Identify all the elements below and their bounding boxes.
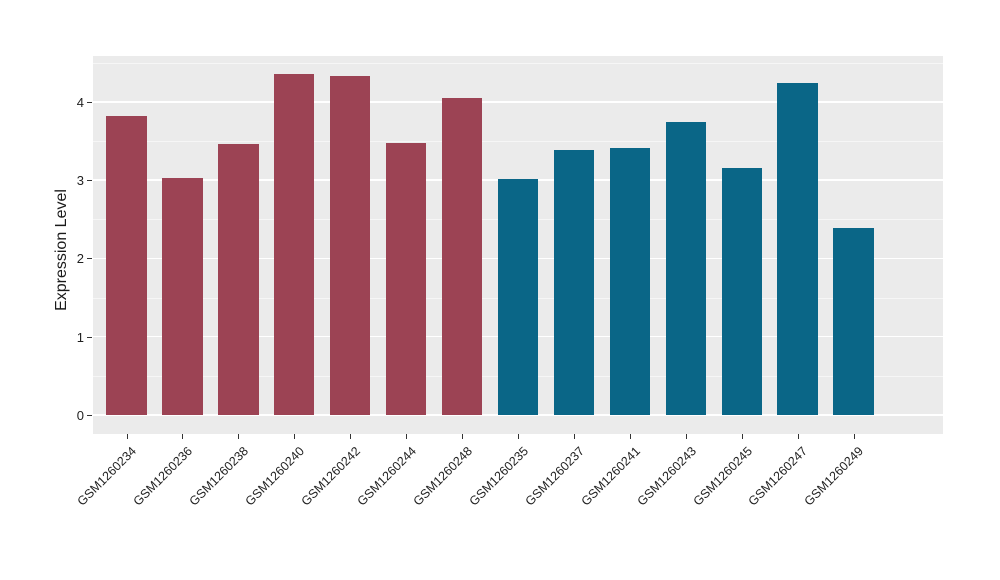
bar xyxy=(777,83,818,415)
y-axis-tick-mark xyxy=(87,101,92,103)
x-axis-tick-mark xyxy=(685,434,687,439)
x-axis-tick-mark xyxy=(182,434,184,439)
x-axis-tick-mark xyxy=(350,434,352,439)
x-axis-tick-label: GSM1260242 xyxy=(298,444,364,509)
x-axis-tick-mark xyxy=(126,434,128,439)
bar xyxy=(330,75,371,415)
bar xyxy=(721,167,762,415)
x-axis-tick-mark xyxy=(853,434,855,439)
x-axis-tick-label: GSM1260235 xyxy=(466,444,531,509)
bar xyxy=(218,144,259,415)
bar xyxy=(665,122,706,415)
x-axis-tick-mark xyxy=(797,434,799,439)
bar xyxy=(833,227,874,415)
x-axis-tick-mark xyxy=(406,434,408,439)
x-axis-tick-label: GSM1260240 xyxy=(242,444,308,509)
y-axis-tick-mark xyxy=(87,180,92,182)
x-axis-tick-mark xyxy=(741,434,743,439)
x-axis-tick-label: GSM1260238 xyxy=(186,444,252,509)
y-axis-tick-label: 4 xyxy=(76,94,84,110)
bar xyxy=(497,179,539,415)
bar xyxy=(386,142,427,415)
y-axis-tick-label: 1 xyxy=(76,329,84,345)
y-axis-tick-mark xyxy=(87,336,92,338)
x-axis-tick-label: GSM1260243 xyxy=(634,444,699,509)
y-axis-title: Expression Level xyxy=(53,189,70,311)
y-axis-tick-mark xyxy=(87,415,92,416)
x-axis-tick-label: GSM1260249 xyxy=(801,444,867,509)
bar xyxy=(106,115,147,415)
x-axis-tick-mark xyxy=(573,434,575,439)
y-axis-tick-label: 0 xyxy=(76,408,84,423)
x-axis-tick-mark xyxy=(518,434,519,439)
bar xyxy=(553,150,595,415)
gridline-minor xyxy=(93,62,943,64)
bar xyxy=(162,177,203,415)
y-axis-tick-mark xyxy=(87,258,92,260)
x-axis-tick-label: GSM1260241 xyxy=(578,444,643,509)
x-axis-tick-label: GSM1260234 xyxy=(75,444,140,509)
bar xyxy=(274,74,315,415)
x-axis-tick-label: GSM1260244 xyxy=(354,444,420,509)
x-axis-tick-mark xyxy=(294,434,296,439)
gridline-major xyxy=(93,101,943,103)
gridline-major xyxy=(93,414,943,416)
x-axis-tick-mark xyxy=(462,434,464,439)
bar xyxy=(609,147,650,415)
gridline-minor xyxy=(93,140,943,142)
y-axis-tick-label: 2 xyxy=(76,251,84,267)
plot-panel xyxy=(93,56,943,434)
y-axis-tick-label: 3 xyxy=(76,173,84,189)
x-axis-tick-mark xyxy=(629,434,631,439)
x-axis-tick-label: GSM1260236 xyxy=(130,444,196,509)
x-axis-tick-label: GSM1260237 xyxy=(522,444,587,509)
bar xyxy=(441,97,483,415)
x-axis-tick-mark xyxy=(238,434,240,439)
x-axis-tick-label: GSM1260248 xyxy=(410,444,475,509)
